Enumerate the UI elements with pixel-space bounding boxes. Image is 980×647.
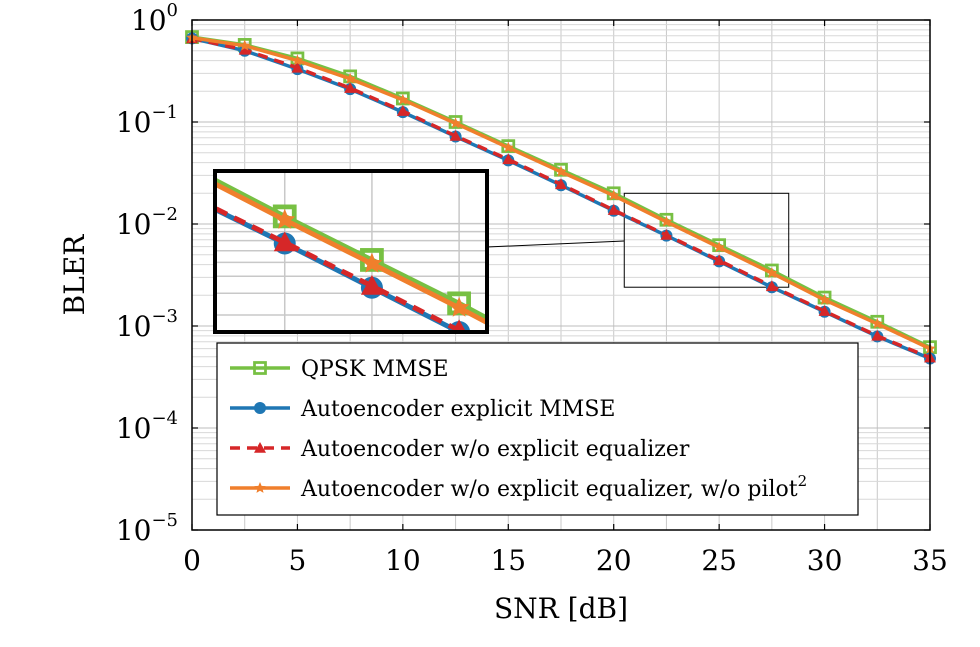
series-2: [186, 32, 936, 363]
zoom-inset: [99, 145, 625, 334]
data-point: [344, 82, 357, 93]
inset-frame: [213, 169, 489, 334]
data-point: [397, 93, 409, 105]
inset-series-3: [187, 164, 487, 326]
x-tick-label: 10: [385, 544, 421, 577]
inset-data-point: [187, 164, 208, 184]
legend-entry: QPSK MMSE: [230, 357, 449, 382]
data-point: [449, 117, 462, 129]
inset-data-point: [99, 145, 121, 165]
data-point: [344, 72, 356, 84]
x-tick-label: 20: [596, 544, 632, 577]
x-tick-label: 25: [701, 544, 737, 577]
data-point: [449, 129, 462, 141]
legend-entry: Autoencoder explicit MMSE: [230, 397, 615, 422]
y-tick-label: 10−2: [116, 204, 178, 241]
data-point: [871, 329, 884, 341]
legend-label: Autoencoder explicit MMSE: [300, 397, 615, 422]
data-point: [291, 61, 304, 73]
inset-plot: [99, 145, 487, 332]
inset-data-point: [99, 146, 121, 168]
data-point: [660, 215, 673, 227]
data-point: [608, 189, 620, 201]
y-axis-title: BLER: [58, 234, 91, 316]
inset-data-point: [274, 208, 296, 229]
legend-marker: [253, 361, 267, 375]
data-series: [185, 30, 937, 365]
data-point: [396, 105, 409, 116]
y-tick-label: 10−4: [116, 408, 178, 445]
inset-data-point: [360, 274, 383, 295]
zoom-box: [623, 192, 790, 288]
legend-marker: [254, 482, 266, 493]
data-point: [818, 293, 831, 305]
x-axis-title: SNR [dB]: [494, 592, 628, 625]
series-3: [186, 31, 936, 354]
legend-box: [216, 342, 859, 516]
data-point: [291, 54, 304, 66]
x-tick-label: 0: [183, 544, 201, 577]
zoom-region: [623, 192, 790, 288]
data-point: [502, 141, 514, 153]
data-point: [766, 267, 778, 278]
inset-data-point: [361, 252, 383, 273]
data-point: [713, 241, 725, 253]
inset-data-point: [452, 319, 467, 332]
inset-series-2: [99, 145, 469, 332]
data-point: [555, 165, 567, 177]
data-point: [818, 305, 831, 316]
inset-data-point: [448, 296, 470, 317]
legend-label: QPSK MMSE: [301, 357, 449, 382]
inset-data-point: [187, 189, 209, 209]
x-tick-label: 5: [289, 544, 307, 577]
legend-entry: Autoencoder w/o explicit equalizer, w/o …: [230, 472, 807, 502]
inset-data-point: [273, 231, 296, 252]
data-point: [238, 43, 251, 55]
x-tick-label: 35: [912, 544, 948, 577]
data-point: [502, 153, 515, 165]
legend-entry: Autoencoder w/o explicit equalizer: [230, 437, 690, 462]
y-tick-label: 10−1: [116, 102, 178, 139]
x-tick-label: 30: [807, 544, 843, 577]
legend-label: Autoencoder w/o explicit equalizer: [300, 437, 690, 462]
data-point: [239, 39, 251, 51]
data-point: [607, 204, 620, 215]
legend: QPSK MMSE Autoencoder explicit MMSE Autoen…: [216, 342, 859, 516]
axes: 0 5 10 15 20 25 30 35 100 10−1 10−2 10−3 10−4 10−5 SNR…: [58, 0, 948, 625]
legend-label: Autoencoder w/o explicit equalizer, w/o …: [300, 472, 807, 502]
data-point: [871, 317, 883, 329]
data-point: [765, 280, 778, 292]
data-point: [660, 229, 673, 240]
legend-marker: [254, 402, 266, 414]
y-tick-label: 100: [131, 0, 178, 37]
plot-frame: [191, 19, 931, 531]
y-tick-label: 10−3: [116, 306, 178, 343]
legend-marker: [254, 442, 266, 453]
inset-data-point: [188, 162, 207, 181]
data-point: [555, 178, 567, 190]
data-point: [713, 254, 726, 266]
x-tick-label: 15: [490, 544, 526, 577]
y-tick-label: 10−5: [116, 510, 178, 547]
zoom-connector: [486, 240, 625, 248]
